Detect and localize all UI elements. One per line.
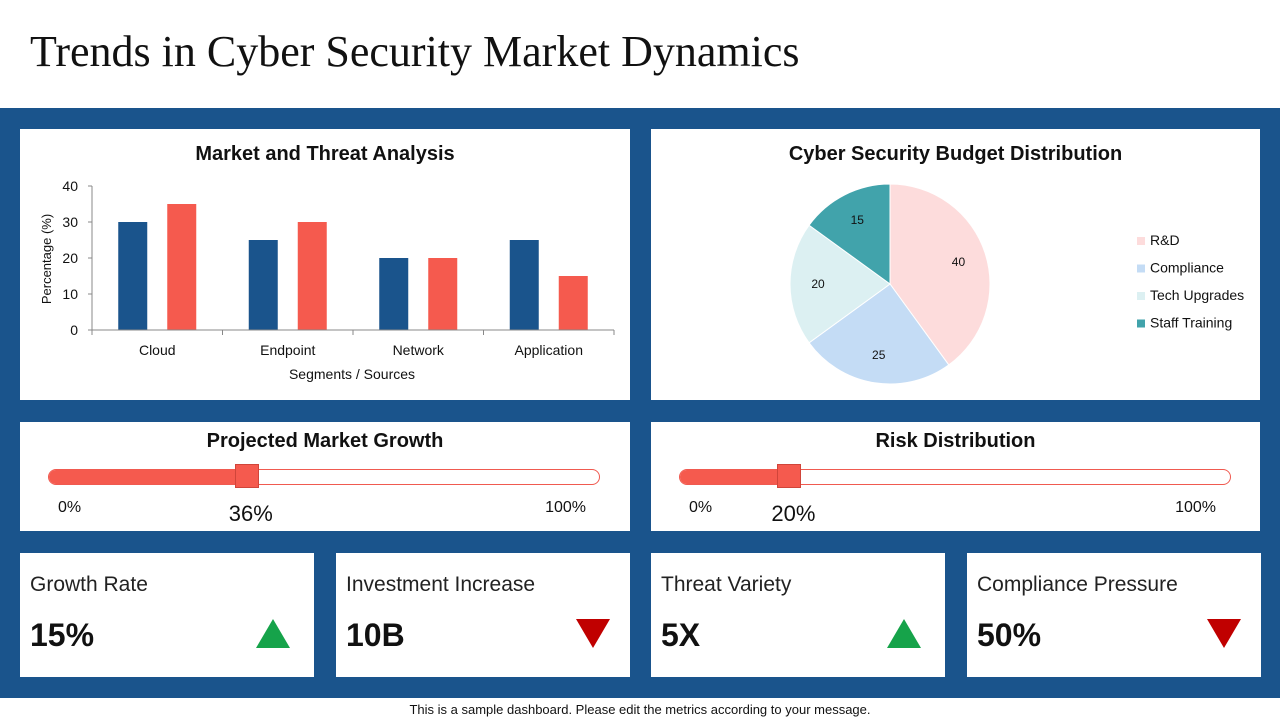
kpi-label: Investment Increase [346,573,536,596]
footer-note: This is a sample dashboard. Please edit … [409,702,871,717]
legend-swatch [1137,319,1145,328]
legend-entry: Compliance [1150,260,1224,276]
growth-scale-min: 0% [58,499,82,516]
y-tick-label: 10 [62,286,78,302]
market-threat-chart-panel: Market and Threat Analysis 0 10 20 30 40 Clo… [20,129,630,400]
y-tick-label: 40 [62,178,78,194]
pie-slice-staff-training [808,183,891,285]
growth-progress-track [48,469,600,485]
kpi-value: 10B [346,617,405,653]
kpi-card-compliance-pressure: Compliance Pressure 50% [967,553,1261,677]
x-tick-label: Endpoint [260,342,315,358]
pie-chart-title: Cyber Security Budget Distribution [788,143,1123,165]
x-axis-label: Segments / Sources [289,366,415,382]
bar-endpoint-series-1 [248,240,278,330]
legend-swatch [1137,237,1145,245]
pie-data-label: 40 [952,255,966,269]
bar-application-series-2 [558,276,588,330]
pie-slice-compliance [808,283,950,385]
projected-growth-panel: Projected Market Growth 0% 100% 36% [20,422,630,531]
risk-progress-track [679,469,1231,485]
x-tick-label: Network [393,342,445,358]
growth-scale-max: 100% [545,499,586,516]
risk-distribution-panel: Risk Distribution 0% 100% 20% [651,422,1260,531]
kpi-value: 5X [661,617,701,653]
bar-chart: 0 10 20 30 40 Cloud Endpoint Network Applicatio… [39,178,615,382]
bar-chart-title: Market and Threat Analysis [195,143,455,165]
bar-chart-x-axis: Cloud Endpoint Network Application [91,329,615,358]
kpi-value: 15% [30,617,95,653]
y-tick-label: 0 [70,322,78,338]
risk-distribution-title: Risk Distribution [875,430,1036,452]
legend-swatch [1137,292,1145,300]
pie-data-label: 15 [851,213,865,227]
bar-endpoint-series-2 [297,222,327,330]
kpi-label: Threat Variety [661,573,792,596]
pie-slice-r-d [889,183,991,366]
pie-data-label: 25 [872,348,886,362]
bar-cloud-series-1 [118,222,148,330]
growth-progress-thumb[interactable] [234,464,259,488]
kpi-card-growth-rate: Growth Rate 15% [20,553,314,677]
page-title: Trends in Cyber Security Market Dynamics [30,27,800,76]
triangle-down-icon [576,619,610,648]
legend-entry: Tech Upgrades [1150,287,1244,303]
risk-scale-min: 0% [689,499,713,516]
kpi-card-investment-increase: Investment Increase 10B [336,553,630,677]
bar-network-series-1 [379,258,409,330]
kpi-label: Compliance Pressure [977,573,1178,596]
bar-chart-y-axis: 0 10 20 30 40 [62,178,93,338]
pie-chart-legend: R&D Compliance Tech Upgrades Staff Training [1137,232,1244,331]
bar-application-series-1 [509,240,539,330]
y-tick-label: 30 [62,214,78,230]
triangle-down-icon [1207,619,1241,648]
pie-data-label: 20 [811,277,825,291]
triangle-up-icon [887,619,921,648]
bar-network-series-2 [428,258,458,330]
pie-chart-data-labels: 40 25 20 15 [811,213,965,362]
y-tick-label: 20 [62,250,78,266]
kpi-value: 50% [977,617,1042,653]
projected-growth-title: Projected Market Growth [206,430,444,452]
risk-progress-fill [680,470,790,484]
legend-swatch [1137,264,1145,273]
pie-slice-tech-upgrades [789,224,891,344]
y-axis-label: Percentage (%) [39,214,54,304]
bar-chart-bars [118,204,588,330]
risk-progress-value: 20% [771,501,816,526]
risk-scale-max: 100% [1175,499,1216,516]
budget-distribution-panel: Cyber Security Budget Distribution 40 25 2… [651,129,1260,400]
legend-entry: Staff Training [1150,315,1232,331]
growth-progress-fill [49,470,247,484]
risk-progress-thumb[interactable] [777,464,802,488]
x-tick-label: Cloud [139,342,176,358]
pie-chart-slices [789,183,991,385]
legend-entry: R&D [1150,232,1180,248]
pie-chart: 40 25 20 15 R&D Compliance Tech Upgrades Staff… [789,183,1244,385]
x-tick-label: Application [515,342,584,358]
triangle-up-icon [256,619,290,648]
kpi-card-threat-variety: Threat Variety 5X [651,553,945,677]
bar-cloud-series-2 [167,204,197,330]
growth-progress-value: 36% [228,501,273,526]
kpi-label: Growth Rate [30,573,148,596]
